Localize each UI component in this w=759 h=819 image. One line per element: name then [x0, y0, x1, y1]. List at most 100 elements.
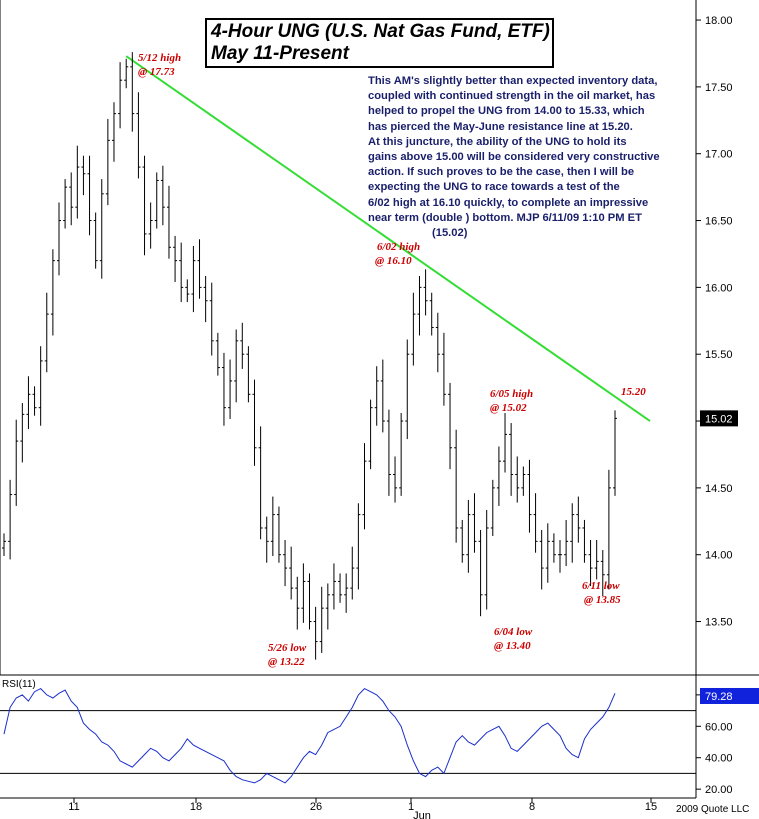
price-tick-label: 14.00 [705, 550, 733, 562]
last-price-box: 15.02 [700, 410, 738, 427]
annotation-label: 6/02 high [377, 241, 420, 253]
price-tick-label: 15.50 [705, 349, 733, 361]
ohlc-bar [258, 426, 263, 540]
rsi-value-box-bg [700, 687, 759, 704]
ohlc-bar [613, 410, 617, 496]
rsi-reference-lines [0, 710, 696, 774]
chart-title-line2: May 11-Present [211, 43, 349, 64]
ohlc-bar [105, 118, 110, 206]
commentary-line: action. If such proves to be the case, t… [368, 166, 635, 179]
ohlc-bar [295, 576, 300, 630]
x-tick-label: 18 [190, 801, 202, 813]
ohlc-bar [374, 366, 379, 426]
ohlc-bar [14, 419, 19, 506]
ohlc-bar [142, 155, 147, 256]
ohlc-bar [441, 332, 446, 406]
ohlc-bar [301, 563, 306, 623]
ohlc-bar [545, 523, 550, 583]
price-tick-label: 14.50 [705, 483, 733, 495]
trendline-group [125, 55, 651, 422]
annotation-value: @ 13.40 [494, 640, 531, 652]
ohlc-bar [356, 503, 361, 590]
price-tick-label: 16.50 [705, 216, 733, 228]
ohlc-bar [472, 493, 477, 553]
rsi-tick-label: 40.00 [705, 753, 733, 765]
ohlc-bar [69, 172, 74, 226]
annotations: 5/12 high @ 17.73 6/02 high @ 16.10 6/05 hig… [138, 52, 646, 668]
ohlc-bar [576, 496, 581, 543]
rsi-line [3, 687, 616, 784]
ohlc-bar [160, 165, 165, 226]
ohlc-bar [600, 550, 605, 597]
ohlc-bar [283, 540, 288, 587]
commentary-line: At this juncture, the ability of the UNG… [368, 135, 627, 148]
ohlc-bar [417, 276, 422, 336]
ohlc-bar [191, 245, 196, 313]
x-tick-label: 1 [408, 801, 414, 813]
ohlc-bar [429, 292, 434, 336]
ohlc-bar [124, 58, 129, 89]
ohlc-bar [209, 282, 214, 356]
price-tick-label: 18.00 [705, 15, 733, 27]
commentary-line: 6/02 high at 16.10 quickly, to complete … [368, 196, 649, 209]
commentary-line: gains above 15.00 will be considered ver… [368, 151, 660, 164]
ohlc-bar [570, 503, 575, 563]
ohlc-bar [331, 563, 336, 610]
ohlc-bar [197, 239, 202, 299]
chart-title-line1: 4-Hour UNG (U.S. Nat Gas Fund, ETF) [211, 21, 550, 42]
rsi-tick-label: 20.00 [705, 784, 733, 796]
annotation-value: @ 13.85 [584, 594, 621, 606]
copyright: 2009 Quote LLC [676, 804, 750, 815]
ohlc-bar [228, 359, 233, 420]
ohlc-bar [399, 413, 404, 496]
ohlc-bar [521, 466, 526, 496]
rsi-value-box: 79.28 [700, 687, 759, 704]
ohlc-bar [246, 346, 251, 403]
price-tick-label: 16.00 [705, 282, 733, 294]
ohlc-bar [551, 533, 556, 563]
ohlc-bar [166, 185, 171, 259]
ohlc-bar [564, 519, 569, 567]
ohlc-bar [594, 540, 599, 580]
resistance-trendline [125, 55, 651, 422]
annotation-value: @ 15.02 [490, 402, 527, 414]
ohlc-bar [289, 546, 294, 600]
price-tick-label: 17.00 [705, 149, 733, 161]
ohlc-bar [478, 529, 483, 617]
ohlc-bar [588, 540, 593, 587]
ohlc-bar [240, 322, 245, 369]
annotation-label: 5/12 high [138, 52, 181, 64]
ohlc-bar [8, 479, 13, 560]
annotation-label: 6/05 high [490, 388, 533, 400]
rsi-line-group [3, 687, 616, 784]
ohlc-bar [221, 352, 226, 426]
ohlc-bar [539, 529, 544, 590]
ohlc-bar [32, 386, 37, 416]
x-tick-label: 8 [529, 801, 535, 813]
ohlc-bar [490, 479, 495, 536]
price-tick-label: 17.50 [705, 82, 733, 94]
ohlc-bar [325, 583, 330, 630]
ohlc-bar [276, 506, 281, 563]
ohlc-bar [179, 242, 184, 303]
ohlc-bars [2, 52, 617, 660]
ohlc-bar [344, 573, 349, 613]
chart-title-box: 4-Hour UNG (U.S. Nat Gas Fund, ETF) May … [205, 18, 554, 68]
ohlc-bar [44, 292, 49, 373]
ohlc-bar [484, 509, 489, 610]
x-tick-label: 26 [310, 801, 322, 813]
ohlc-bar [435, 312, 440, 373]
ohlc-bar [75, 145, 80, 219]
ohlc-bar [130, 52, 135, 132]
rsi-panel-label: RSI(11) [2, 679, 36, 690]
commentary-line: near term (double ) bottom. MJP 6/11/09 … [368, 211, 642, 224]
ohlc-bar [503, 413, 508, 473]
annotation-label: 5/26 low [268, 642, 307, 654]
ohlc-bar [118, 62, 123, 129]
ohlc-bar [582, 519, 587, 563]
ohlc-bar [313, 606, 318, 660]
ohlc-bar [87, 155, 92, 236]
annotation-label: 15.20 [621, 386, 646, 398]
